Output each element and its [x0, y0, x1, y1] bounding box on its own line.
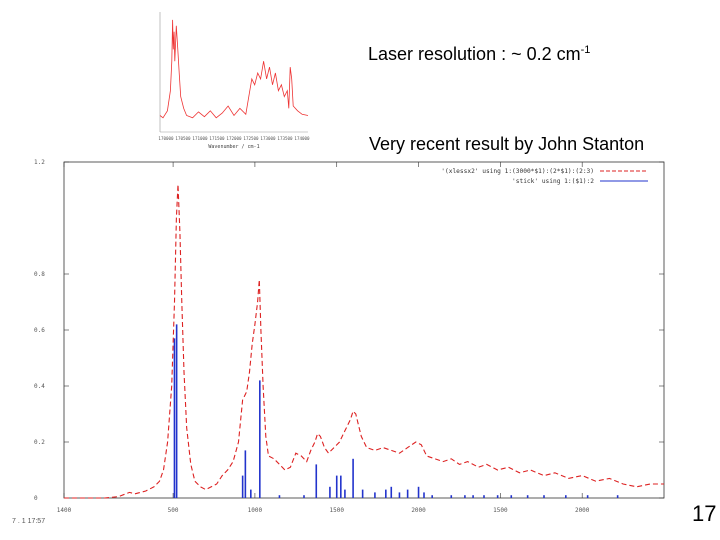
inset-x-tick-label: 171500: [209, 136, 225, 141]
inset-x-tick-label: 173000: [260, 136, 276, 141]
inset-spectrum: 170000 170500 171000 171500 172000 172500 1730…: [158, 12, 310, 150]
inset-x-tick-label: 172500: [243, 136, 259, 141]
plot-frame: [63, 161, 665, 499]
footer-text: 7 . 1 17:57: [12, 518, 46, 525]
y-tick-label: 0: [34, 495, 38, 502]
y-tick-label: 0.6: [34, 327, 45, 334]
inset-x-tick-label: 174000: [294, 136, 310, 141]
inset-x-tick-label: 170000: [158, 136, 174, 141]
simulated-spectrum-dashed-line: [64, 184, 664, 499]
laser-resolution-unit-exponent: -1: [580, 44, 591, 56]
laser-resolution-text: Laser resolution : ~ 0.2 cm: [368, 44, 581, 64]
chart-legend: '(xlessx2' using 1:(3000*$1):(2*$1):(2:3…: [441, 168, 648, 185]
inset-x-axis-label: Wavenumber / cm-1: [208, 144, 259, 150]
page-number: 17: [692, 501, 717, 526]
legend-entry-stick-label: 'stick' using 1:($1):2: [512, 178, 594, 185]
x-tick-label: 2000: [575, 507, 590, 514]
laser-resolution-title: Laser resolution : ~ 0.2 cm-1: [368, 44, 590, 65]
x-tick-label: 1500: [493, 507, 508, 514]
y-tick-label: 0.8: [34, 271, 45, 278]
inset-x-tick-label: 171000: [192, 136, 208, 141]
inset-x-tick-label: 173500: [277, 136, 293, 141]
x-tick-label: 1000: [248, 507, 263, 514]
inset-x-tick-label: 172000: [226, 136, 242, 141]
legend-entry-dashed-label: '(xlessx2' using 1:(3000*$1):(2*$1):(2:3…: [441, 168, 594, 175]
x-tick-label: 2000: [411, 507, 426, 514]
x-tick-label: 1400: [57, 507, 72, 514]
x-tick-label: 500: [168, 507, 179, 514]
stanton-result-title: Very recent result by John Stanton: [369, 134, 645, 154]
inset-x-tick-label: 170500: [175, 136, 191, 141]
main-spectrum-chart: 0 0.2 0.4 0.6 0.8 1.2 1400 500 1000 1500 2000 1500 2…: [34, 159, 665, 514]
x-tick-label: 1500: [330, 507, 345, 514]
y-tick-label: 0.2: [34, 439, 45, 446]
inset-spectrum-line: [159, 19, 309, 119]
y-tick-label: 1.2: [34, 159, 45, 166]
y-tick-label: 0.4: [34, 383, 45, 390]
